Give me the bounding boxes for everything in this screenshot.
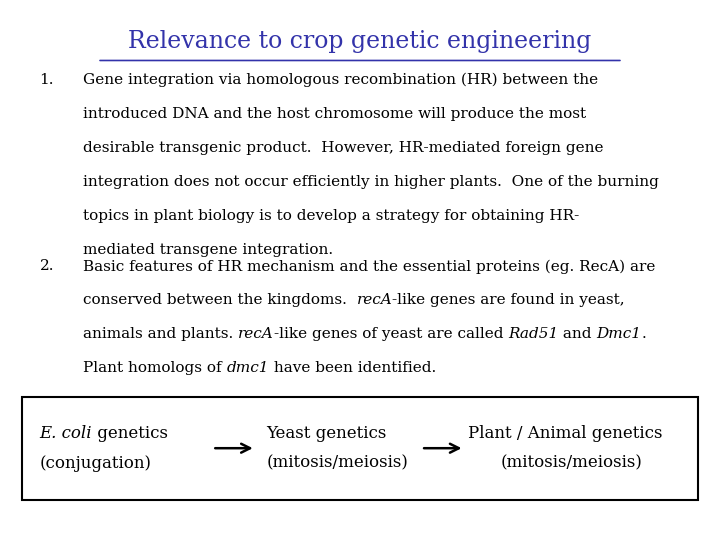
- Text: (mitosis/meiosis): (mitosis/meiosis): [266, 455, 408, 472]
- Text: mediated transgene integration.: mediated transgene integration.: [83, 243, 333, 257]
- Text: have been identified.: have been identified.: [269, 361, 436, 375]
- Text: E. coli: E. coli: [40, 424, 92, 442]
- Text: conserved between the kingdoms.: conserved between the kingdoms.: [83, 293, 356, 307]
- Text: topics in plant biology is to develop a strategy for obtaining HR-: topics in plant biology is to develop a …: [83, 209, 579, 223]
- Text: introduced DNA and the host chromosome will produce the most: introduced DNA and the host chromosome w…: [83, 107, 586, 121]
- Text: 1.: 1.: [40, 73, 54, 87]
- Text: (mitosis/meiosis): (mitosis/meiosis): [500, 455, 642, 472]
- Bar: [22, 397, 698, 500]
- Text: animals and plants.: animals and plants.: [83, 327, 238, 341]
- Text: Rad51: Rad51: [508, 327, 558, 341]
- Text: Plant / Animal genetics: Plant / Animal genetics: [468, 424, 662, 442]
- Text: and: and: [558, 327, 597, 341]
- Text: .: .: [642, 327, 647, 341]
- Text: 2.: 2.: [40, 259, 54, 273]
- Text: recA: recA: [238, 327, 274, 341]
- Text: Relevance to crop genetic engineering: Relevance to crop genetic engineering: [128, 30, 592, 53]
- Text: -like genes of yeast are called: -like genes of yeast are called: [274, 327, 508, 341]
- Text: Basic features of HR mechanism and the essential proteins (eg. RecA) are: Basic features of HR mechanism and the e…: [83, 259, 655, 274]
- Text: Dmc1: Dmc1: [597, 327, 642, 341]
- Text: integration does not occur efficiently in higher plants.  One of the burning: integration does not occur efficiently i…: [83, 175, 659, 189]
- Text: Gene integration via homologous recombination (HR) between the: Gene integration via homologous recombin…: [83, 73, 598, 87]
- Text: desirable transgenic product.  However, HR-mediated foreign gene: desirable transgenic product. However, H…: [83, 141, 603, 155]
- Text: dmc1: dmc1: [226, 361, 269, 375]
- Text: (conjugation): (conjugation): [40, 455, 152, 472]
- Text: -like genes are found in yeast,: -like genes are found in yeast,: [392, 293, 625, 307]
- Text: genetics: genetics: [92, 424, 168, 442]
- Text: Yeast genetics: Yeast genetics: [266, 424, 387, 442]
- Text: Plant homologs of: Plant homologs of: [83, 361, 226, 375]
- Text: recA: recA: [356, 293, 392, 307]
